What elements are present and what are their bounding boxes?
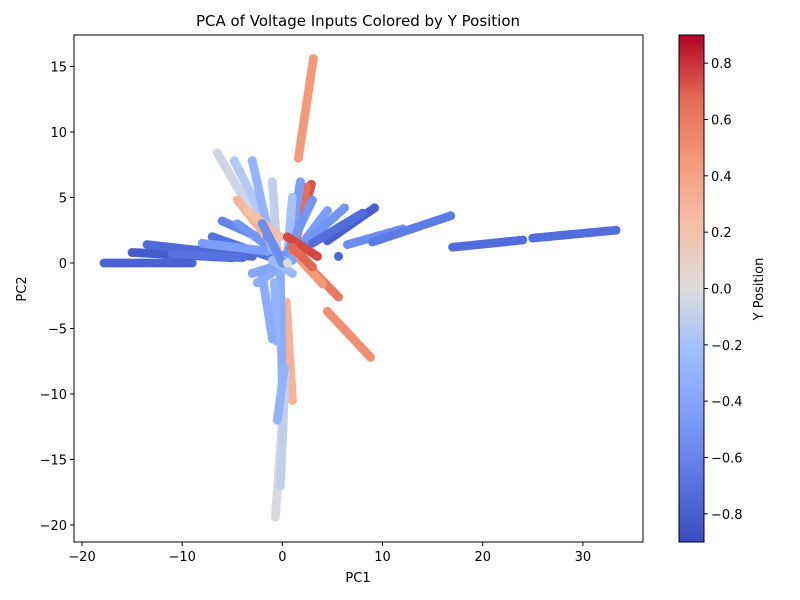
y-tick-label: −15	[40, 453, 67, 468]
colorbar-tick-label: −0.8	[711, 508, 743, 523]
x-axis-label: PC1	[345, 571, 370, 586]
scatter-point-30-12	[282, 232, 292, 242]
scatter-point-24-19	[343, 240, 352, 250]
y-tick-label: −20	[40, 519, 67, 534]
x-tick-label: 10	[374, 550, 391, 565]
plot-frame	[73, 34, 644, 543]
x-tick-label: −10	[168, 550, 195, 565]
scatter-point-35-20	[269, 278, 279, 288]
x-tick-label: −20	[68, 550, 95, 565]
y-tick-label: 15	[50, 60, 67, 75]
scatter-point-26-28	[528, 233, 538, 243]
x-tick-label: 0	[278, 550, 286, 565]
colorbar-label: Y Position	[752, 258, 767, 322]
x-tick-label: 20	[474, 550, 491, 565]
y-tick-label: 0	[59, 257, 67, 272]
y-axis-label: PC2	[15, 276, 30, 301]
scatter-points	[99, 54, 621, 522]
scatter-point-0-29	[187, 258, 197, 268]
x-axis: −20 −10 0 10 20 30	[68, 542, 591, 565]
colorbar-tick-label: −0.6	[711, 452, 743, 467]
scatter-point-42-8	[287, 268, 297, 278]
scatter-point-25-27	[368, 237, 377, 247]
colorbar-tick-label: 0.2	[711, 226, 732, 241]
colorbar-tick-label: 0.6	[711, 114, 732, 129]
x-tick-label: 30	[575, 550, 592, 565]
colorbar-tick-label: 0.8	[711, 57, 732, 72]
colorbar-tick-label: 0.0	[711, 283, 732, 298]
colorbar-tick-label: −0.4	[711, 395, 743, 410]
y-tick-label: 10	[50, 126, 67, 141]
scatter-point-23-19	[307, 238, 317, 248]
scatter-point-31-9	[287, 242, 297, 252]
scatter-point-13-14	[275, 232, 285, 242]
scatter-point-single-2	[282, 258, 292, 268]
scatter-point-single-1	[262, 232, 272, 242]
colorbar-axis: −0.8 −0.6 −0.4 −0.2 0.0 0.2 0.4 0.6 0.8	[704, 57, 743, 523]
scatter-point-single-0	[334, 251, 343, 261]
y-tick-label: −5	[48, 322, 67, 337]
chart-title: PCA of Voltage Inputs Colored by Y Posit…	[196, 12, 520, 30]
scatter-point-3-23	[237, 253, 247, 263]
colorbar	[678, 34, 705, 543]
scatter-point-39-18	[279, 363, 289, 373]
scatter-point-14-34	[293, 153, 303, 163]
y-tick-label: −10	[40, 388, 67, 403]
scatter-point-32-21	[322, 306, 332, 316]
y-axis: −20 −15 −10 −5 0 5 10 15	[40, 60, 74, 534]
colorbar-tick-label: −0.2	[711, 339, 743, 354]
colorbar-tick-label: 0.4	[711, 170, 732, 185]
y-tick-label: 5	[59, 191, 67, 206]
scatter-point-27-23	[448, 242, 458, 252]
